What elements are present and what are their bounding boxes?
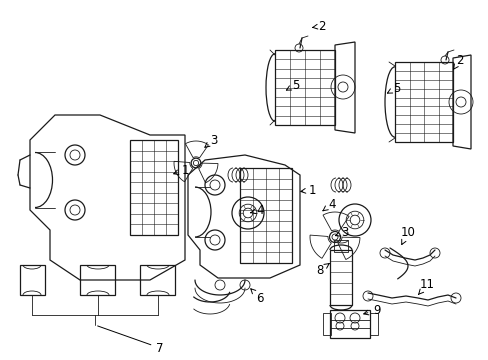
Text: 4: 4 — [250, 203, 263, 216]
Bar — [130, 140, 178, 235]
Text: 6: 6 — [250, 289, 263, 305]
Bar — [274, 50, 334, 125]
Text: 3: 3 — [335, 225, 348, 239]
Text: 2: 2 — [452, 54, 463, 69]
Bar — [240, 168, 291, 263]
Text: 9: 9 — [363, 303, 380, 316]
Bar — [333, 240, 347, 252]
Bar — [369, 313, 377, 335]
Bar — [394, 62, 452, 142]
Bar — [329, 250, 351, 305]
Text: 11: 11 — [418, 279, 434, 294]
Text: 10: 10 — [400, 225, 415, 244]
Text: 1: 1 — [300, 184, 315, 197]
Text: 5: 5 — [286, 78, 299, 91]
Bar — [323, 313, 330, 335]
Text: 7: 7 — [98, 326, 163, 355]
Text: 2: 2 — [312, 19, 325, 32]
Text: 4: 4 — [322, 198, 335, 211]
Text: 5: 5 — [386, 81, 400, 95]
Bar — [329, 310, 369, 338]
Text: 8: 8 — [316, 264, 328, 276]
Text: 1: 1 — [173, 163, 188, 176]
Text: 3: 3 — [204, 134, 217, 147]
